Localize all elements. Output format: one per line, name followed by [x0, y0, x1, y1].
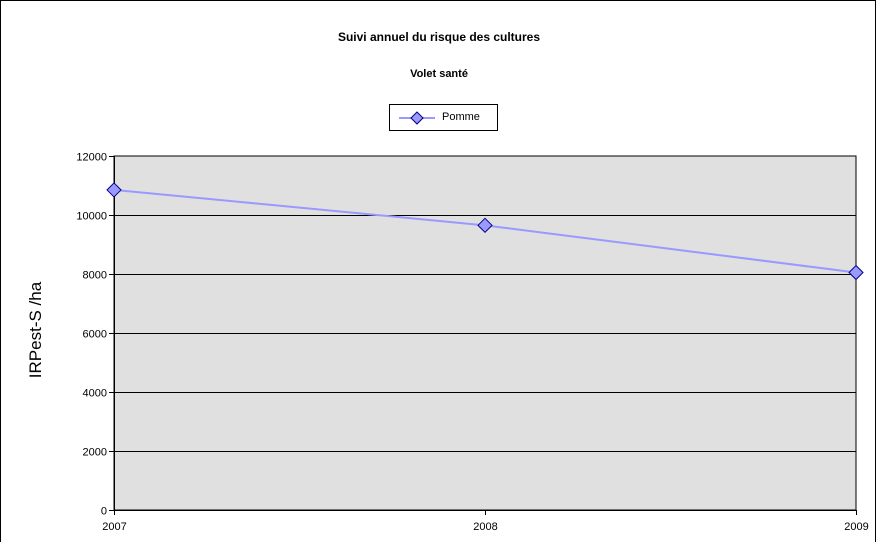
chart-title: Suivi annuel du risque des cultures: [337, 30, 541, 44]
y-tick-label: 12000: [76, 152, 107, 164]
data-point-marker: [477, 217, 493, 234]
x-tick-label: 2008: [473, 521, 497, 533]
y-tick-label: 8000: [83, 270, 107, 282]
y-tick-label: 10000: [76, 211, 107, 223]
x-tick-label: 2007: [102, 521, 126, 533]
y-tick-label: 6000: [83, 329, 107, 341]
legend-swatch: [399, 111, 435, 125]
x-tick-label: 2009: [844, 521, 868, 533]
y-tick-label: 0: [101, 506, 107, 518]
y-tick-label: 4000: [83, 388, 107, 400]
y-tick-label: 2000: [83, 447, 107, 459]
data-point-marker: [848, 264, 864, 281]
legend: Pomme: [389, 104, 498, 131]
legend-label: Pomme: [442, 111, 480, 123]
chart-subtitle: Volet santé: [410, 68, 468, 80]
data-point-marker: [106, 182, 122, 198]
